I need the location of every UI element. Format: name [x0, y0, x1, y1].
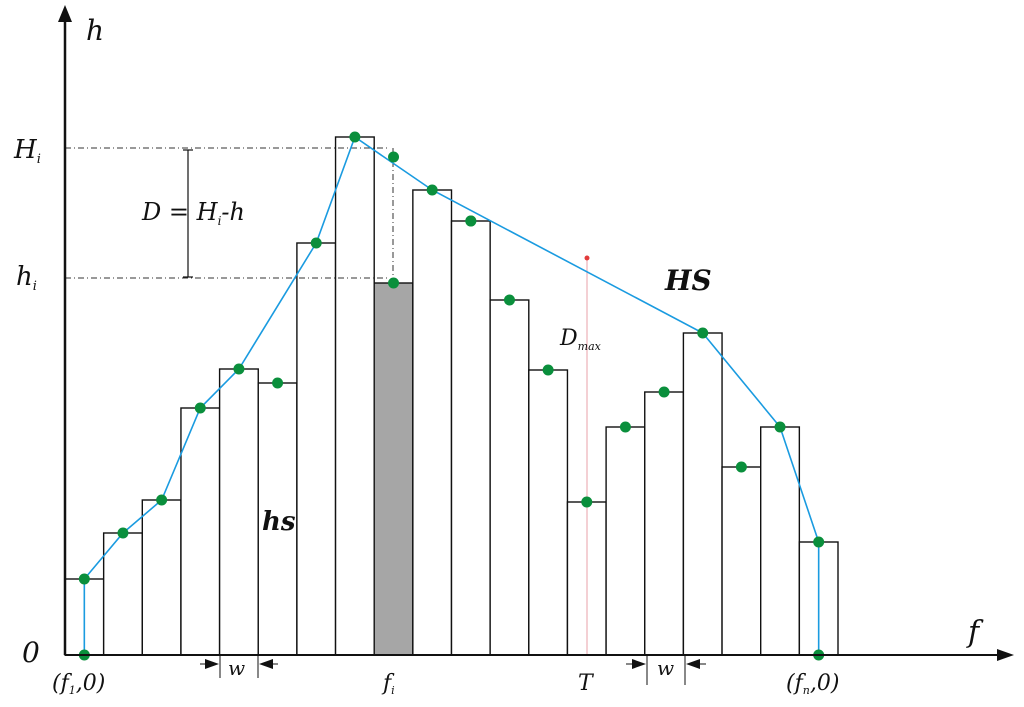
- x-tick-f1: (f1,0): [52, 671, 105, 697]
- hs-point: [388, 277, 400, 289]
- points-group: [78, 131, 825, 661]
- hs-label: hs: [262, 507, 296, 537]
- dmax-label: Dmax: [559, 326, 602, 353]
- hs-point: [117, 527, 129, 539]
- width-label-right: w: [657, 656, 674, 680]
- hs-point: [813, 536, 825, 548]
- hs-point: [735, 461, 747, 473]
- x-tick-T: T: [578, 671, 595, 696]
- hs-point: [78, 573, 90, 585]
- bar: [450, 220, 491, 656]
- hs-point: [194, 402, 206, 414]
- width-label-left: w: [228, 656, 245, 680]
- bar: [412, 189, 453, 656]
- bar: [528, 369, 569, 656]
- bar: [334, 136, 375, 656]
- hs-point: [503, 294, 515, 306]
- hs-point: [233, 363, 245, 375]
- x-tick-fi: fi: [381, 671, 395, 697]
- hs-point: [619, 421, 631, 433]
- dmax-top-marker: [584, 255, 590, 261]
- x-axis-label: f: [966, 615, 984, 650]
- y-tick-Hi: Hi: [13, 135, 41, 167]
- bar: [102, 532, 144, 656]
- bar: [644, 391, 685, 656]
- hs-point: [272, 377, 284, 389]
- bar: [760, 426, 801, 656]
- bar: [721, 466, 762, 656]
- hs-point: [426, 184, 438, 196]
- bar: [489, 299, 530, 656]
- bar-highlight: [373, 282, 414, 656]
- y-axis-label: h: [86, 14, 104, 47]
- bar: [218, 368, 259, 656]
- hs-point: [581, 496, 593, 508]
- diff-formula: D = Hi-h: [141, 198, 245, 228]
- width-marker-left: [200, 655, 278, 678]
- bar: [141, 499, 182, 656]
- y-tick-hi: hi: [16, 262, 37, 294]
- origin-label: 0: [22, 636, 40, 669]
- y-axis-arrow: [58, 5, 72, 22]
- hs-point: [697, 327, 709, 339]
- bar: [296, 242, 337, 656]
- x-tick-fn: (fn,0): [786, 671, 839, 697]
- width-marker-right: [626, 655, 706, 685]
- HS-label: HS: [664, 264, 712, 297]
- hull-point: [465, 215, 477, 227]
- hs-point: [310, 237, 322, 249]
- hs-point: [658, 386, 670, 398]
- bar: [605, 426, 646, 656]
- hs-point: [774, 421, 786, 433]
- bar: [682, 332, 723, 656]
- hs-point: [156, 494, 168, 506]
- hs-point: [542, 364, 554, 376]
- hs-point: [349, 131, 361, 143]
- bar: [257, 382, 298, 656]
- x-axis-arrow: [997, 649, 1014, 661]
- bar: [180, 407, 221, 656]
- bars-group: [64, 136, 839, 656]
- hull-point: [388, 151, 400, 163]
